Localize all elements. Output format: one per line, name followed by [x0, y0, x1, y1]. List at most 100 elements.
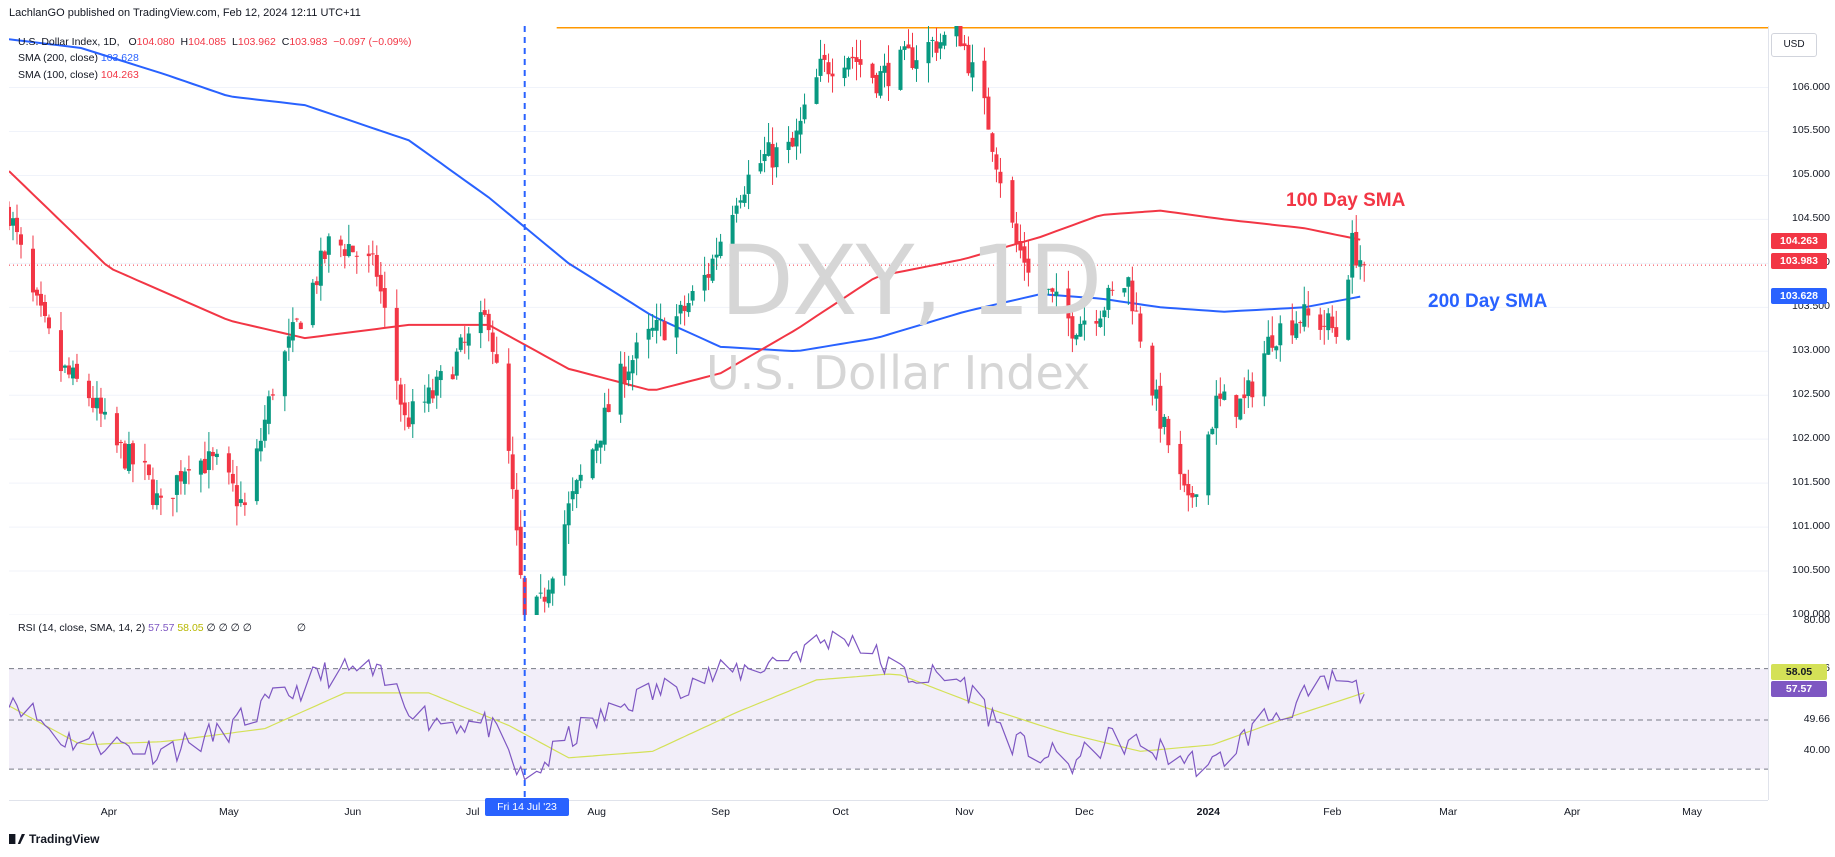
candle-body [842, 67, 847, 79]
candle-body [258, 440, 263, 452]
candle-body [970, 62, 975, 78]
candle-body [374, 254, 379, 277]
candle-body [1098, 318, 1103, 327]
candle-body [1234, 395, 1239, 417]
candle-body [1082, 320, 1087, 325]
candle-body [58, 330, 63, 372]
legend-sma100[interactable]: SMA (100, close) 104.263 [18, 69, 139, 81]
candle-body [594, 443, 599, 451]
candle-body [18, 234, 23, 245]
candle-body [930, 39, 935, 41]
rsi-band-group [9, 668, 1768, 770]
candle-body [938, 42, 943, 49]
legend-rsi[interactable]: RSI (14, close, SMA, 14, 2) 57.57 58.05 … [18, 622, 306, 634]
candle-body [706, 274, 711, 278]
candle-body [338, 239, 343, 246]
candle-body [406, 417, 411, 427]
candle-body [114, 413, 119, 446]
candle-body [266, 396, 271, 424]
candle-body [238, 499, 243, 503]
candle-body [378, 274, 383, 292]
main-chart-panel[interactable] [9, 26, 1768, 615]
price-tick-label: 102.500 [1792, 388, 1830, 401]
candle-body [230, 473, 235, 484]
candle-body [622, 366, 627, 384]
candle-body [298, 322, 303, 330]
candle-body [46, 317, 51, 329]
rsi-chart-svg[interactable] [9, 615, 1768, 800]
candle-body [626, 371, 631, 381]
candle-body [822, 54, 827, 60]
tradingview-brand[interactable]: TradingView [9, 832, 99, 846]
candle-body [914, 60, 919, 69]
candle-body [118, 441, 123, 443]
candle-body [994, 154, 999, 170]
rsi-panel[interactable] [9, 615, 1768, 800]
candle-body [518, 526, 523, 576]
candle-body [1222, 391, 1227, 400]
legend-sma200[interactable]: SMA (200, close) 103.628 [18, 52, 139, 64]
candle-body [1134, 310, 1139, 312]
candle-body [206, 451, 211, 470]
price-tick-label: 101.500 [1792, 476, 1830, 489]
candle-body [242, 502, 247, 506]
crosshair-date-label: Fri 14 Jul '23 [485, 798, 569, 816]
rsi-line [9, 630, 1365, 781]
candle-body [494, 354, 499, 363]
candle-body [1290, 320, 1295, 336]
currency-button[interactable]: USD [1771, 33, 1817, 57]
time-axis[interactable]: Apr May Jun Jul Aug Sep Oct Nov Dec 2024 Feb Mar Apr… [9, 800, 1768, 823]
price-tick-label: 105.000 [1792, 168, 1830, 181]
candle-body [398, 384, 403, 405]
time-axis-label: Nov [955, 806, 974, 818]
candle-body [602, 407, 607, 445]
candle-body [1154, 389, 1159, 399]
candle-body [1354, 231, 1359, 266]
legend-symbol[interactable]: U.S. Dollar Index, 1D, [18, 36, 120, 48]
candle-body [870, 63, 875, 78]
candle-body [550, 578, 555, 594]
candle-body [466, 333, 471, 346]
candle-body [522, 578, 527, 615]
candle-body [1110, 289, 1115, 291]
candle-body [170, 497, 175, 499]
candle-body [538, 592, 543, 594]
legend-rsi-extra: ∅ ∅ ∅ ∅ [206, 622, 252, 634]
candle-body [826, 62, 831, 75]
candle-body [1210, 428, 1215, 435]
legend-sma200-label: SMA (200, close) [18, 52, 98, 64]
price-axis[interactable]: 106.000105.500105.000104.500104.000103.5… [1768, 26, 1835, 800]
candle-body [1130, 280, 1135, 312]
candle-body [906, 44, 911, 49]
time-axis-label: Sep [711, 806, 730, 818]
candle-body [122, 443, 127, 469]
price-tick-label: 102.000 [1792, 432, 1830, 445]
candle-body [738, 200, 743, 203]
tradingview-brand-text: TradingView [29, 832, 100, 846]
candle-body [998, 171, 1003, 184]
candle-body [1346, 279, 1351, 340]
legend-c-value: 103.983 [289, 36, 328, 48]
candle-body [634, 342, 639, 359]
candle-body [514, 489, 519, 531]
candle-body [462, 341, 467, 343]
candle-body [786, 141, 791, 150]
legend-ohlc: U.S. Dollar Index, 1D, O104.080 H104.085… [18, 36, 411, 48]
main-chart-svg[interactable] [9, 26, 1768, 615]
candle-body [478, 312, 483, 334]
legend-h-label: H [180, 36, 189, 48]
candle-body [1250, 381, 1255, 398]
candle-body [210, 451, 215, 457]
time-axis-label: Dec [1075, 806, 1094, 818]
candle-body [1242, 394, 1247, 399]
time-axis-label: Apr [1563, 806, 1581, 818]
candle-body [326, 236, 331, 255]
candle-body [262, 419, 267, 441]
candle-body [1190, 492, 1195, 498]
candle-body [1026, 258, 1031, 273]
legend-rsi-extra2: ∅ [296, 622, 306, 634]
candle-body [886, 62, 891, 87]
time-axis-label: Apr [100, 806, 118, 818]
legend-sma100-label: SMA (100, close) [18, 69, 98, 81]
candles-group [9, 26, 1367, 615]
